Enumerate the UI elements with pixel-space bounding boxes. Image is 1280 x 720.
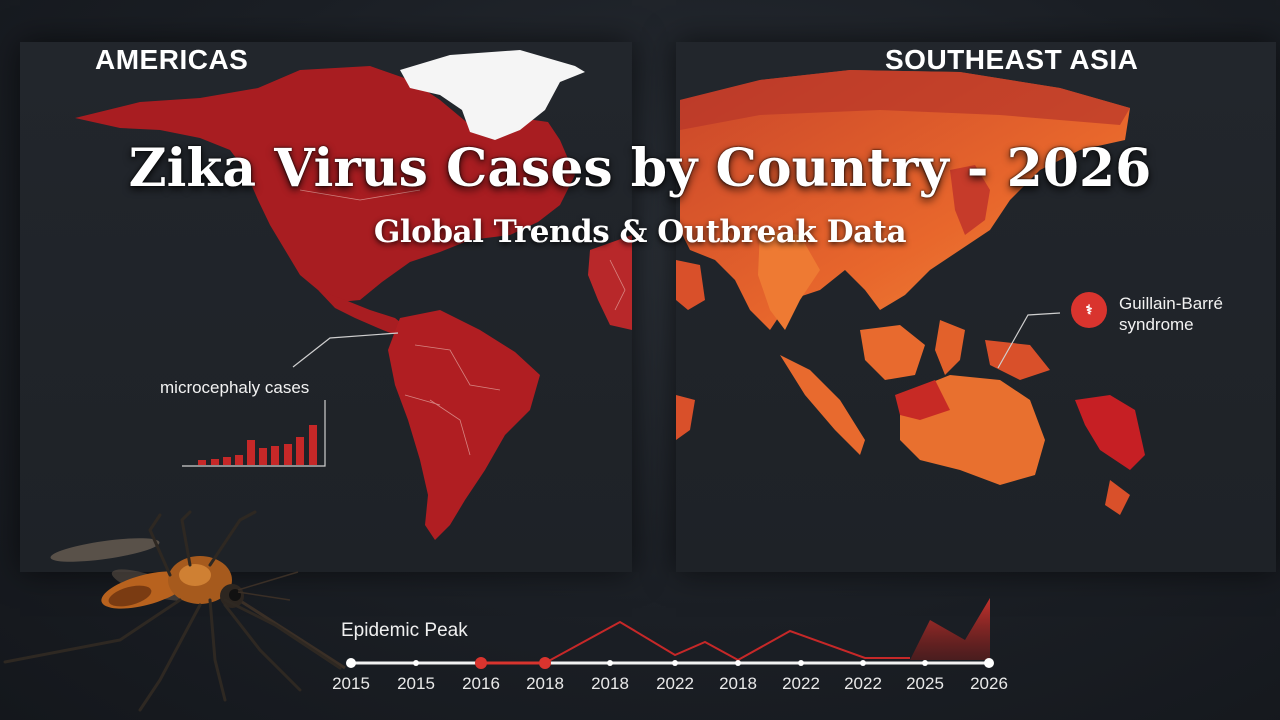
timeline-dot <box>413 660 419 666</box>
central-america-shape <box>318 290 410 336</box>
timeline-tick-label: 2022 <box>844 674 882 693</box>
microcephaly-axis <box>182 400 326 467</box>
timeline-dot <box>984 658 994 668</box>
papua-shape <box>985 340 1050 380</box>
greenland-shape <box>400 50 585 140</box>
timeline-tick-label: 2018 <box>719 674 757 693</box>
timeline-tick-label: 2026 <box>970 674 1008 693</box>
microcephaly-bar <box>309 425 317 465</box>
guillain-barre-label: Guillain-Barré syndrome <box>1119 293 1239 335</box>
region-label-southeast-asia: SOUTHEAST ASIA <box>885 44 1139 75</box>
gbs-leader-line <box>997 312 1061 369</box>
timeline-dot <box>475 657 487 669</box>
timeline-dot <box>539 657 551 669</box>
warning-icon: ⚕ <box>1071 292 1107 328</box>
timeline-tick-label: 2018 <box>526 674 564 693</box>
timeline-dot <box>860 660 866 666</box>
microcephaly-bar <box>296 437 304 465</box>
timeline-dot <box>922 660 928 666</box>
guillain-barre-line1: Guillain-Barré <box>1119 294 1223 313</box>
epidemic-peak-label: Epidemic Peak <box>341 620 468 641</box>
timeline-dot <box>798 660 804 666</box>
microcephaly-bar <box>235 455 243 465</box>
timeline-tick-label: 2025 <box>906 674 944 693</box>
japan-shape <box>950 165 990 235</box>
north-america-shape <box>75 66 575 302</box>
epidemic-peak-area <box>910 598 990 660</box>
microcephaly-bar <box>284 444 292 465</box>
mosquito-image <box>3 510 346 712</box>
country-borders <box>299 189 626 456</box>
africa-edge-shape <box>588 235 632 330</box>
africa-right-edge-2 <box>676 260 705 310</box>
microcephaly-bar <box>198 460 206 465</box>
region-label-americas: AMERICAS <box>95 44 249 75</box>
india-shape <box>758 230 820 330</box>
microcephaly-chart <box>182 332 399 467</box>
timeline-tick-label: 2015 <box>332 674 370 693</box>
epidemic-timeline <box>346 598 994 669</box>
pacific-islands-shape <box>1075 395 1145 470</box>
timeline-dot <box>672 660 678 666</box>
guillain-barre-line2: syndrome <box>1119 315 1194 334</box>
timeline-dot <box>735 660 741 666</box>
asia-dark-band <box>680 70 1130 130</box>
timeline-tick-label: 2015 <box>397 674 435 693</box>
microcephaly-label: microcephaly cases <box>160 378 310 397</box>
timeline-trend-line <box>544 620 910 664</box>
timeline-tick-label: 2018 <box>591 674 629 693</box>
microcephaly-bar <box>211 459 219 465</box>
page-subtitle: Global Trends & Outbreak Data <box>373 214 907 250</box>
microcephaly-bar <box>223 457 231 465</box>
page-title: Zika Virus Cases by Country - 2026 <box>128 138 1152 199</box>
borneo-shape <box>860 325 925 380</box>
timeline-tick-label: 2022 <box>656 674 694 693</box>
sulawesi-shape <box>935 320 965 375</box>
microcephaly-bar <box>247 440 255 465</box>
timeline-tick-label: 2022 <box>782 674 820 693</box>
australia-west-shape <box>895 380 950 420</box>
sumatra-shape <box>780 355 865 455</box>
timeline-dot <box>346 658 356 668</box>
timeline-dot <box>607 660 613 666</box>
south-america-shape <box>388 310 540 540</box>
nz-shape <box>1105 480 1130 515</box>
timeline-tick-label: 2016 <box>462 674 500 693</box>
microcephaly-leader-line <box>292 332 399 368</box>
microcephaly-bar <box>271 446 279 465</box>
africa-right-edge <box>676 395 695 440</box>
microcephaly-bar <box>259 448 267 465</box>
